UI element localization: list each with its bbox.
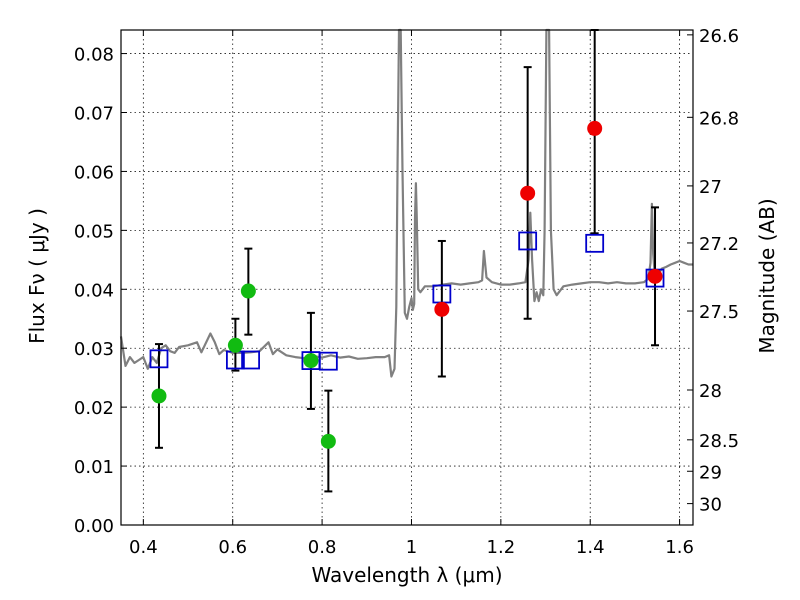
spectrum-line	[119, 28, 693, 378]
y-tick-label: 0.01	[74, 457, 114, 478]
right-tick-label: 27.5	[699, 302, 739, 323]
right-tick-label: 27.2	[699, 234, 739, 255]
right-tick-label: 28.5	[699, 431, 739, 452]
y-tick-label: 0.06	[74, 162, 114, 183]
model-point	[149, 349, 169, 369]
red-point	[434, 301, 450, 317]
x-tick-label: 0.6	[218, 537, 247, 558]
right-tick-label: 26.6	[699, 26, 739, 47]
green-point	[320, 433, 336, 449]
right-tick-label: 26.8	[699, 108, 739, 129]
grid	[121, 30, 693, 526]
error-bars	[154, 29, 660, 493]
tick-labels: 0.4 0.6 0.8 1 1.2 1.4 1.6 0.00 0.01 0.02 0.03 0.04 0…	[74, 26, 739, 558]
green-point	[303, 353, 319, 369]
y-tick-label: 0.05	[74, 221, 114, 242]
y-tick-label: 0.04	[74, 280, 114, 301]
x-tick-label: 1.2	[487, 537, 516, 558]
y-tick-label: 0.08	[74, 45, 114, 66]
right-axis-title: Magnitude (AB)	[755, 198, 779, 353]
x-tick-label: 1.4	[576, 537, 605, 558]
model-series	[149, 231, 665, 371]
green-point	[151, 388, 167, 404]
y-tick-label: 0.02	[74, 398, 114, 419]
x-tick-label: 0.4	[129, 537, 158, 558]
y-tick-label: 0.00	[74, 516, 114, 537]
x-tick-label: 0.8	[308, 537, 337, 558]
model-point	[318, 351, 338, 371]
red-point	[520, 185, 536, 201]
y-tick-label: 0.03	[74, 339, 114, 360]
observed-series	[151, 120, 663, 449]
model-point	[518, 231, 538, 251]
red-point	[587, 120, 603, 136]
right-tick-label: 29	[699, 462, 722, 483]
model-point	[241, 350, 260, 370]
axis-ticks	[121, 30, 693, 526]
right-tick-label: 30	[699, 495, 722, 516]
red-point	[647, 268, 663, 284]
plot-frame	[120, 29, 694, 526]
y-axis-title: Flux Fν ( μJy )	[25, 208, 49, 344]
model-point	[585, 233, 605, 253]
right-tick-label: 28	[699, 381, 722, 402]
green-point	[227, 337, 243, 353]
spectrum-series	[119, 28, 693, 378]
x-tick-label: 1	[406, 537, 417, 558]
green-point	[240, 283, 256, 299]
y-tick-label: 0.07	[74, 104, 114, 125]
right-tick-label: 27	[699, 177, 722, 198]
x-tick-label: 1.6	[665, 537, 694, 558]
x-axis-title: Wavelength λ (μm)	[311, 563, 502, 587]
